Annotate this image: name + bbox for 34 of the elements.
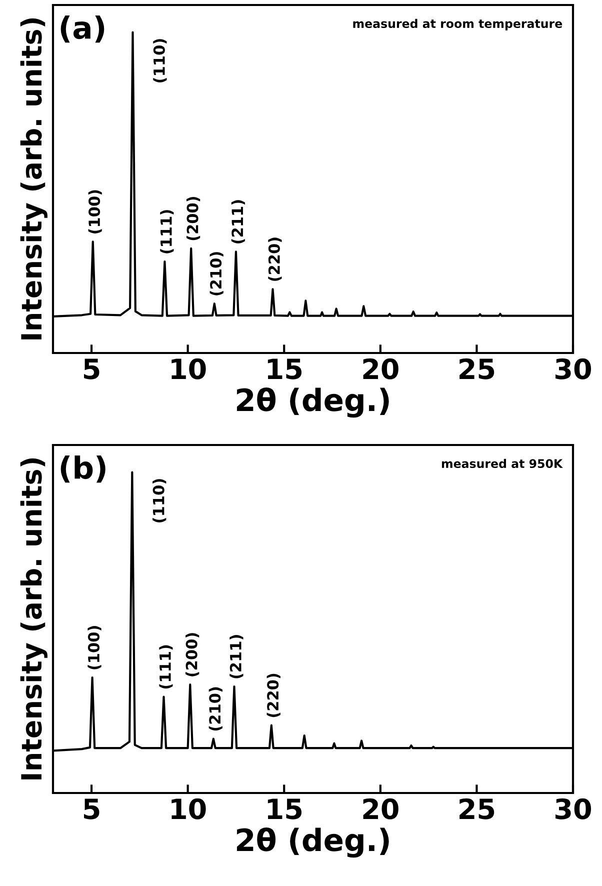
y-axis-title: Intensity (arb. units): [20, 458, 48, 780]
x-tick-label: 5: [84, 358, 100, 380]
x-tick-label: 10: [172, 358, 206, 380]
annotation: (100): [88, 626, 102, 670]
x-tick-label: 30: [556, 798, 591, 820]
chart-subtitle: measured at room temperature: [353, 18, 562, 30]
y-axis-title: Intensity (arb. units): [20, 18, 48, 340]
x-tick-label: 20: [363, 358, 398, 380]
x-tick-label: 15: [268, 358, 302, 380]
chart-title: (b): [60, 455, 106, 483]
annotation: (210): [208, 687, 222, 731]
x-tick-label: 20: [363, 798, 398, 820]
annotation: (111): [159, 645, 173, 689]
x-tick-label: 5: [84, 798, 100, 820]
annotation: (220): [268, 238, 282, 281]
annotation: (200): [186, 633, 200, 676]
x-tick-label: 10: [172, 798, 206, 820]
x-tick-label: 25: [460, 358, 494, 380]
chart-subtitle: measured at 950K: [442, 458, 563, 468]
annotation: (111): [160, 210, 174, 254]
annotation: (110): [152, 479, 166, 522]
x-axis-title: 2θ (deg.): [236, 828, 389, 858]
annotation: (110): [153, 39, 167, 82]
annotation: (211): [231, 200, 245, 244]
x-tick-label: 15: [268, 798, 302, 820]
chart-title: (a): [60, 15, 104, 43]
annotation: (200): [186, 196, 200, 240]
annotation: (100): [88, 190, 102, 234]
annotation: (210): [210, 252, 224, 296]
x-tick-label: 30: [556, 358, 591, 380]
x-axis-title: 2θ (deg.): [236, 388, 389, 418]
x-tick-label: 25: [460, 798, 494, 820]
annotation: (220): [266, 674, 280, 718]
annotation: (211): [230, 635, 244, 678]
